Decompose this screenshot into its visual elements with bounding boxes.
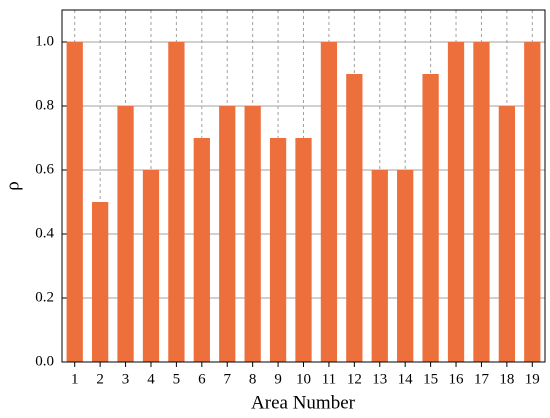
y-tick-label: 0.6 — [35, 161, 54, 177]
x-tick-label: 3 — [122, 371, 130, 387]
x-tick-label: 15 — [423, 371, 438, 387]
x-tick-label: 13 — [372, 371, 387, 387]
bar — [295, 138, 312, 362]
x-tick-label: 18 — [499, 371, 514, 387]
bar — [244, 106, 261, 362]
bar — [498, 106, 516, 362]
x-tick-label: 9 — [274, 371, 282, 387]
x-tick-label: 16 — [449, 371, 465, 387]
x-tick-label: 11 — [322, 371, 336, 387]
bar — [422, 74, 439, 362]
x-tick-label: 5 — [173, 371, 181, 387]
x-tick-label: 1 — [71, 371, 79, 387]
bar — [524, 42, 541, 362]
x-tick-label: 19 — [525, 371, 540, 387]
bar — [269, 138, 287, 362]
bar — [91, 202, 109, 362]
y-tick-label: 0.0 — [35, 353, 54, 369]
x-tick-label: 4 — [147, 371, 155, 387]
bar — [168, 42, 185, 362]
x-axis-title: Area Number — [251, 392, 356, 413]
y-axis-title: ρ — [2, 181, 23, 190]
bar — [346, 74, 363, 362]
bar — [142, 170, 160, 362]
x-tick-label: 17 — [474, 371, 490, 387]
y-tick-label: 0.4 — [35, 225, 54, 241]
bar — [447, 42, 465, 362]
x-tick-label: 8 — [249, 371, 257, 387]
x-tick-label: 14 — [398, 371, 414, 387]
y-tick-label: 0.8 — [35, 97, 54, 113]
plot-frame — [61, 9, 546, 363]
bar — [371, 170, 388, 362]
bar — [193, 138, 210, 362]
bar — [473, 42, 490, 362]
bar — [66, 42, 83, 362]
x-tick-label: 7 — [223, 371, 231, 387]
y-tick-label: 1.0 — [35, 33, 54, 49]
bar — [219, 106, 236, 362]
x-tick-label: 12 — [347, 371, 362, 387]
x-tick-label: 2 — [96, 371, 104, 387]
bar — [320, 42, 338, 362]
y-tick-label: 0.2 — [35, 289, 54, 305]
bar — [397, 170, 414, 362]
x-tick-label: 10 — [296, 371, 311, 387]
x-tick-label: 6 — [198, 371, 206, 387]
bar — [117, 106, 134, 362]
